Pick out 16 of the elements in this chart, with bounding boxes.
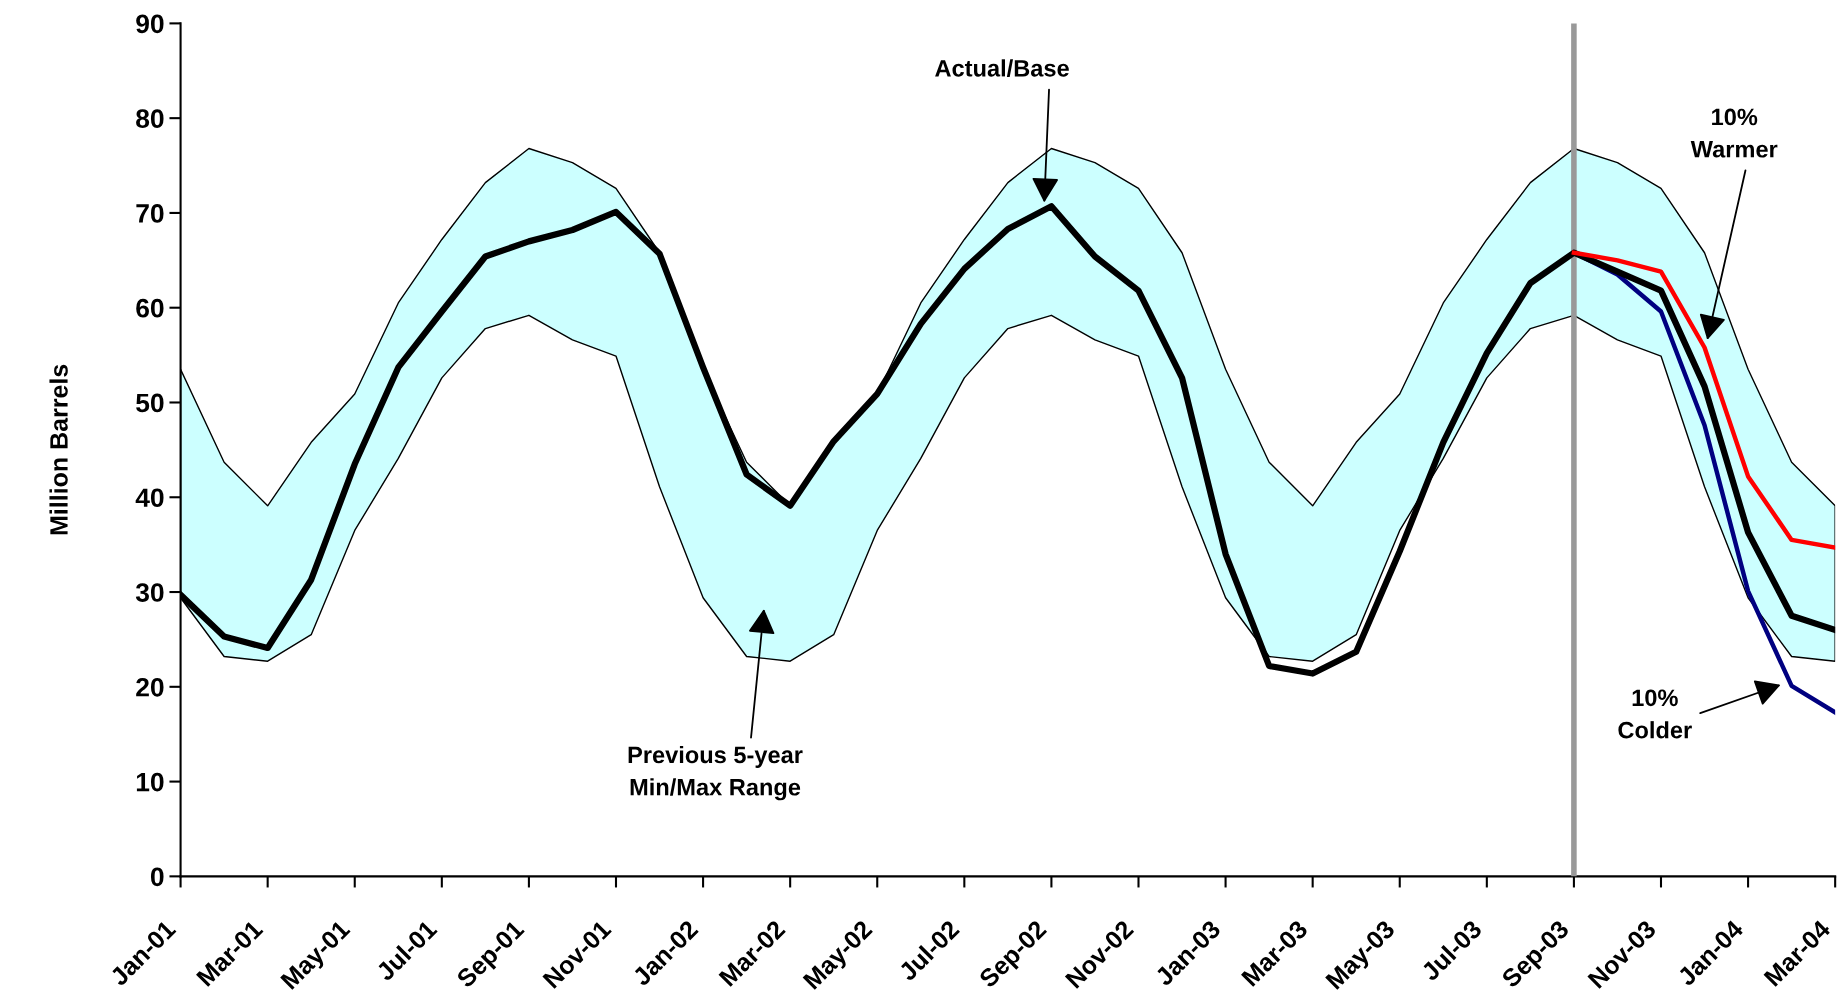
line-series — [1571, 250, 1836, 550]
y-tick-label: 90 — [136, 14, 164, 34]
annotation: 10% Warmer — [1690, 108, 1778, 158]
y-tick-label: 30 — [135, 583, 164, 602]
y-tick-label: 0 — [150, 867, 164, 887]
y-tick-label: 50 — [136, 393, 164, 413]
y-axis-title: Million Barrels — [49, 364, 68, 535]
y-tick-label: 10 — [136, 772, 164, 792]
annotation: 10% Colder — [1618, 689, 1692, 739]
y-tick-label: 60 — [136, 298, 164, 318]
y-tick-label: 40 — [135, 488, 164, 508]
annotation: Previous 5-year Min/Max Range — [628, 745, 803, 801]
y-tick-label: 70 — [136, 204, 164, 223]
y-tick-label: 80 — [136, 109, 164, 128]
y-tick-label: 20 — [136, 677, 164, 697]
annotation: Actual/Base — [935, 59, 1069, 77]
